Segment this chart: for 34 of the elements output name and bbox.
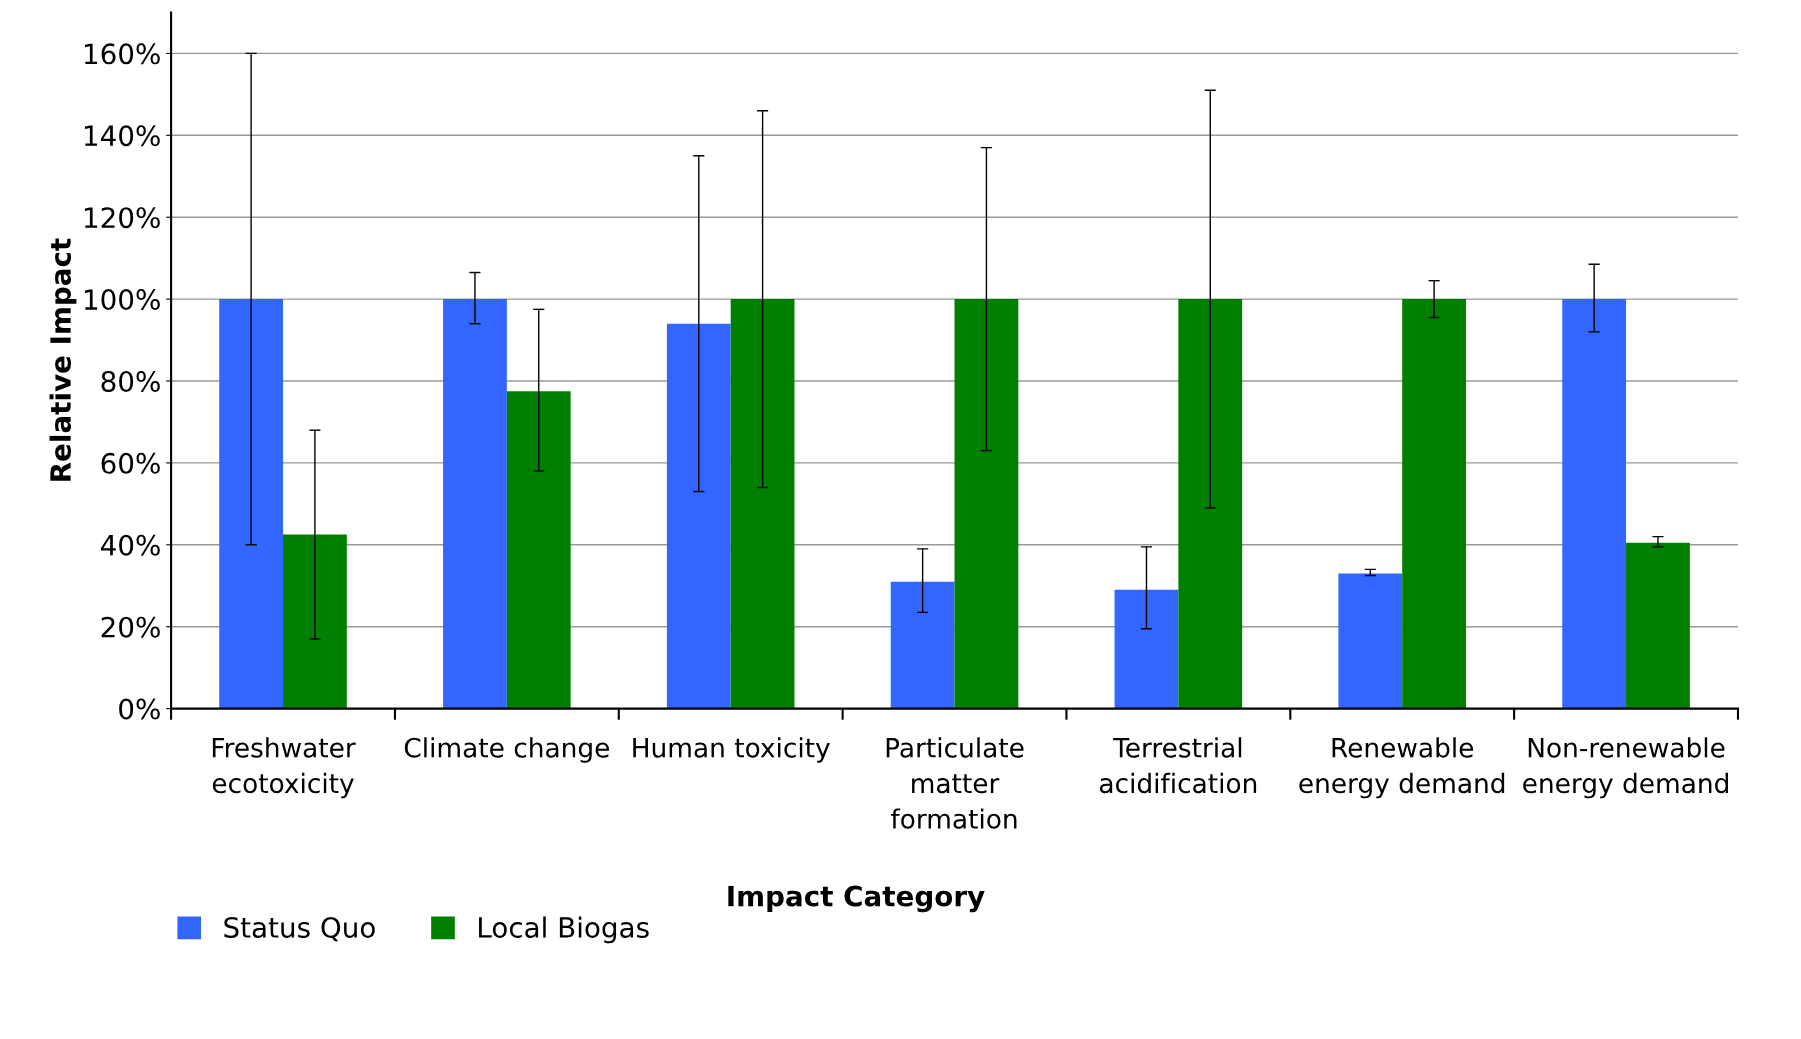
bar (1562, 299, 1627, 709)
x-axis-title: Impact Category (728, 885, 985, 913)
bar (1178, 299, 1243, 709)
y-tick-label: 80% (101, 370, 160, 392)
x-tick-label: Renewable energy demand (1299, 737, 1505, 799)
bar (219, 299, 284, 709)
bar (443, 299, 507, 709)
bar (730, 299, 795, 709)
legend-label: Local Biogas (479, 916, 649, 944)
y-axis-title: Relative Impact (49, 238, 77, 481)
bar (666, 323, 731, 709)
bar (1626, 542, 1690, 709)
x-tick-label: Human toxicity (633, 737, 830, 763)
bar (1338, 573, 1403, 709)
x-tick-label: Terrestrial acidification (1099, 737, 1257, 794)
y-tick-label: 120% (85, 207, 160, 229)
y-tick-label: 40% (100, 534, 160, 556)
y-tick-label: 0% (119, 698, 160, 720)
bar (954, 299, 1019, 709)
y-tick-label: 160% (85, 43, 160, 65)
x-tick-label: Particulate matter formation (886, 737, 1024, 829)
bar (1114, 589, 1179, 709)
y-tick-label: 100% (85, 289, 160, 311)
x-tick-label: Non-renewable energy demand (1523, 737, 1728, 799)
y-tick-label: 20% (101, 616, 160, 638)
bar (890, 581, 955, 709)
bar (1402, 299, 1466, 709)
y-tick-label: 60% (101, 452, 160, 474)
x-tick-label: Freshwater ecotoxicity (212, 737, 356, 799)
bar (506, 391, 571, 709)
x-tick-label: Climate change (404, 737, 609, 763)
legend-label: Status Quo (224, 916, 375, 942)
bar (283, 534, 347, 709)
y-tick-label: 140% (85, 125, 160, 147)
